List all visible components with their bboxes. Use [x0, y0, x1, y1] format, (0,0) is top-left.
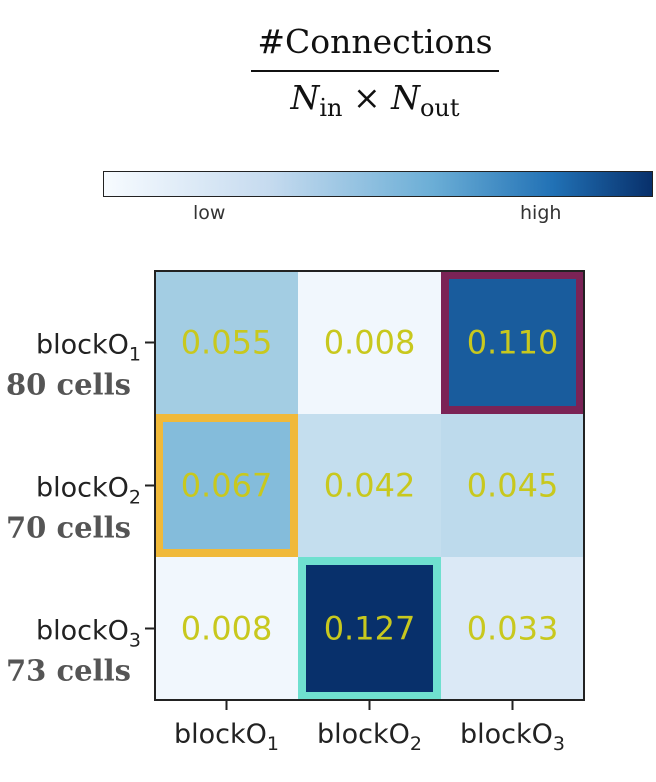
chart-title: #Connections Nin × Nout	[230, 22, 520, 128]
title-denominator: Nin × Nout	[230, 78, 520, 128]
cell-value-label: 0.110	[467, 324, 559, 362]
heatmap-cell	[298, 271, 441, 414]
cell-value-label: 0.127	[324, 610, 416, 648]
title-numerator: #Connections	[257, 22, 493, 61]
heatmap-cell	[155, 557, 298, 700]
title-n-in: N	[290, 78, 320, 117]
cell-value-label: 0.008	[181, 610, 273, 648]
title-n-out: N	[391, 78, 420, 117]
title-out-subscript: out	[419, 94, 460, 122]
heatmap-cell	[441, 557, 584, 700]
highlight-box	[155, 414, 298, 557]
y-cell-count-label: 70 cells	[6, 511, 131, 545]
heatmap-cell	[441, 271, 584, 414]
cell-value-label: 0.042	[324, 467, 416, 505]
y-cell-count-label: 80 cells	[6, 368, 131, 402]
title-times-symbol: ×	[352, 78, 381, 117]
heatmap-cell	[298, 557, 441, 700]
heatmap-cell	[155, 414, 298, 557]
title-in-subscript: in	[319, 94, 343, 122]
y-tick-label: blockO1	[36, 330, 141, 366]
x-tick-label: blockO2	[317, 719, 422, 755]
heatmap-cell	[298, 414, 441, 557]
colorbar-low-label: low	[193, 202, 226, 224]
colorbar	[103, 171, 653, 197]
colorbar-high-label: high	[520, 202, 562, 224]
heatmap-cell	[441, 414, 584, 557]
cell-value-label: 0.055	[181, 324, 273, 362]
y-tick-label: blockO2	[36, 473, 141, 509]
cell-value-label: 0.008	[324, 324, 416, 362]
heatmap: 0.055 0.008 0.110 0.067 0.042 0.045 0.008 0.127…	[6, 270, 585, 755]
highlight-box	[298, 557, 441, 700]
cell-value-label: 0.067	[181, 467, 273, 505]
x-tick-label: blockO3	[460, 719, 565, 755]
title-fraction-bar	[251, 70, 499, 72]
cell-value-label: 0.033	[467, 610, 559, 648]
y-tick-label: blockO3	[36, 616, 141, 652]
x-tick-label: blockO1	[174, 719, 279, 755]
cell-value-label: 0.045	[467, 467, 559, 505]
y-cell-count-label: 73 cells	[6, 654, 131, 688]
heatmap-cell	[155, 271, 298, 414]
highlight-box	[441, 271, 584, 414]
